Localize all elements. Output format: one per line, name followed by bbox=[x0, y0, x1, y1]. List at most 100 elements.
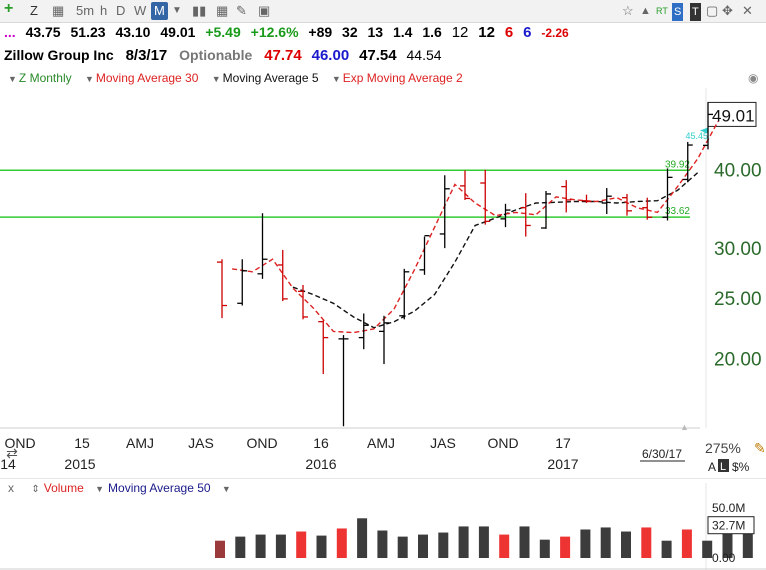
volume-bar bbox=[215, 540, 225, 558]
pencil-icon[interactable]: ✎ bbox=[236, 3, 247, 18]
scale-a-button: A bbox=[708, 460, 716, 474]
chevron-down-icon[interactable]: ▼ bbox=[8, 74, 17, 84]
layout-icon[interactable]: ▦ bbox=[52, 3, 65, 18]
optionable-label: Optionable bbox=[179, 47, 253, 63]
volume-bar bbox=[235, 536, 246, 558]
scale-l-bg bbox=[718, 459, 729, 472]
stat-6: 12 bbox=[451, 24, 469, 41]
last-price-box bbox=[707, 101, 757, 127]
timeframe-5m[interactable]: 5m bbox=[76, 3, 95, 18]
close-value: 49.01 bbox=[160, 24, 196, 40]
info-date: 8/3/17 bbox=[125, 47, 168, 64]
volume-bar bbox=[600, 527, 611, 558]
legend-ma5[interactable]: Moving Average 5 bbox=[222, 71, 319, 85]
volume-bar bbox=[661, 540, 672, 558]
sort-icon[interactable]: ⇕ bbox=[31, 484, 40, 495]
timeframe-m[interactable]: M bbox=[151, 2, 168, 20]
volume-bar bbox=[580, 529, 591, 558]
stat-9: 6 bbox=[523, 24, 532, 41]
move-icon[interactable]: ✥ bbox=[722, 3, 733, 18]
y-tick-label: 30.00 bbox=[714, 239, 762, 260]
low-value: 43.10 bbox=[115, 24, 151, 40]
ask-value: 46.00 bbox=[311, 47, 350, 64]
volume-bar bbox=[621, 531, 631, 558]
chevron-down-icon[interactable]: ▼ bbox=[221, 484, 231, 494]
maximize-icon[interactable]: ▢ bbox=[706, 3, 719, 18]
volume-bar bbox=[418, 534, 428, 558]
x-year-label: 14 bbox=[0, 456, 16, 472]
scale-l-button: L bbox=[720, 461, 726, 473]
hline-label: 33.62 bbox=[665, 206, 690, 217]
volume-bar bbox=[377, 530, 388, 558]
timeframe-h[interactable]: h bbox=[100, 3, 108, 18]
add-icon[interactable]: + bbox=[4, 0, 14, 17]
s-button[interactable]: S bbox=[672, 3, 684, 21]
volume-bar bbox=[458, 526, 469, 558]
chevron-down-icon[interactable]: ▼ bbox=[84, 74, 94, 84]
x-tick-label: JAS bbox=[188, 435, 214, 451]
note-icon[interactable]: ▣ bbox=[258, 3, 271, 18]
price-chart: 39.92 33.62 20.00 25.00 30.00 40.00 49.01 45.45… bbox=[0, 88, 766, 474]
chevron-down-icon[interactable]: ▼ bbox=[211, 74, 221, 84]
cyan-price-label: 45.45 bbox=[685, 131, 708, 141]
volume-bar bbox=[560, 536, 571, 558]
prev-value: 44.54 bbox=[406, 47, 442, 63]
x-tick-label: 17 bbox=[555, 435, 571, 451]
stat-4: 1.4 bbox=[392, 24, 413, 40]
cyan-marker bbox=[700, 127, 708, 134]
star-icon[interactable]: ☆ bbox=[622, 3, 634, 18]
volume-bar bbox=[641, 527, 652, 558]
volume-bar bbox=[316, 535, 327, 558]
stat-7: 12 bbox=[478, 24, 495, 41]
volume-bar bbox=[336, 528, 347, 558]
volume-bar bbox=[519, 526, 530, 558]
chevron-down-icon[interactable]: ▼ bbox=[331, 74, 341, 84]
quote-dots: ... bbox=[4, 24, 16, 40]
info-line: Zillow Group Inc 8/3/17 Optionable 47.74… bbox=[0, 47, 766, 67]
legend-volume[interactable]: Volume bbox=[43, 481, 84, 495]
close-icon[interactable]: ✕ bbox=[742, 3, 753, 18]
legend-vol-ma50[interactable]: Moving Average 50 bbox=[108, 481, 211, 495]
company-name: Zillow Group Inc bbox=[4, 47, 114, 63]
vol-ma-box bbox=[707, 516, 755, 535]
y-tick-label: 20.00 bbox=[714, 350, 762, 371]
quote-line: ... 43.75 51.23 43.10 49.01 +5.49 +12.6%… bbox=[0, 24, 766, 44]
rt-button[interactable]: RT bbox=[656, 6, 668, 16]
symbol-button[interactable]: Z bbox=[30, 3, 38, 18]
close-volume-icon[interactable]: x bbox=[8, 481, 14, 495]
chevron-down-icon[interactable]: ▼ bbox=[172, 5, 182, 16]
legend-symbol[interactable]: Z Monthly bbox=[18, 71, 72, 85]
hline-label: 39.92 bbox=[665, 159, 690, 170]
scroll-up-icon: ▲ bbox=[680, 422, 689, 432]
alert-icon[interactable]: ▲ bbox=[640, 5, 651, 17]
timeframe-d[interactable]: D bbox=[116, 3, 126, 18]
ma30-line bbox=[232, 120, 719, 334]
volume-bar bbox=[397, 536, 408, 558]
legend-ma30[interactable]: Moving Average 30 bbox=[95, 71, 199, 85]
y-tick-label: 25.00 bbox=[714, 289, 762, 310]
volume-bar bbox=[702, 540, 713, 558]
x-tick-label: 16 bbox=[313, 435, 329, 451]
last-value: 47.54 bbox=[359, 47, 397, 64]
volume-chart: 50.0M 32.7M 0.00 bbox=[0, 478, 766, 570]
stat-1: +89 bbox=[308, 24, 333, 40]
grid-icon[interactable]: ▦ bbox=[216, 3, 229, 18]
t-button[interactable]: T bbox=[690, 3, 701, 21]
vol-tick-label: 0.00 bbox=[712, 551, 736, 565]
timeframe-w[interactable]: W bbox=[134, 3, 147, 18]
zoom-label: 275% bbox=[705, 440, 741, 456]
chart-legend: ▼ Z Monthly ▼ Moving Average 30 ▼ Moving Av… bbox=[0, 71, 473, 87]
settings-icon[interactable]: ◉ bbox=[748, 71, 759, 85]
volume-bar bbox=[499, 534, 510, 558]
chevron-down-icon[interactable]: ▼ bbox=[95, 484, 105, 494]
stat-2: 32 bbox=[342, 24, 358, 40]
legend-ema2[interactable]: Exp Moving Average 2 bbox=[342, 71, 463, 85]
volume-bar bbox=[438, 532, 449, 558]
x-tick-label: AMJ bbox=[367, 435, 395, 451]
bars-icon[interactable]: ▮▮ bbox=[192, 3, 207, 18]
x-tick-label: OND bbox=[487, 435, 518, 451]
volume-bar bbox=[357, 518, 368, 558]
stat-10: -2.26 bbox=[541, 26, 569, 40]
volume-bar bbox=[742, 531, 753, 558]
volume-bar bbox=[681, 529, 692, 558]
